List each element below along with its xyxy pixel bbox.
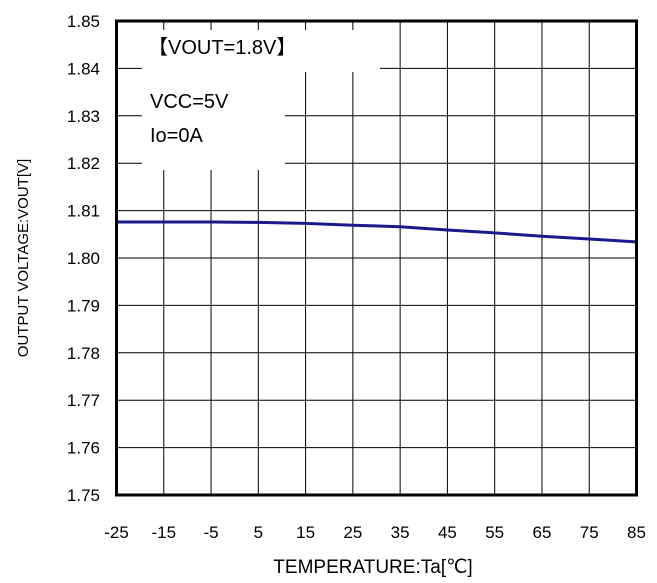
x-tick-labels: -25 -15 -5 5 15 25 35 45 55 65 75 85 xyxy=(104,523,646,542)
data-point xyxy=(162,220,165,224)
y-tick-label: 1.84 xyxy=(67,59,100,78)
data-point xyxy=(540,234,544,238)
annotation-label: 【VOUT=1.8V】 xyxy=(148,37,296,59)
y-tick-labels: 1.85 1.84 1.83 1.82 1.81 1.80 1.79 1.78 1.77 1.76… xyxy=(67,12,100,505)
x-tick-label: 85 xyxy=(627,523,646,542)
x-tick-label: 65 xyxy=(532,523,551,542)
x-tick-label: -5 xyxy=(203,523,218,542)
x-tick-label: -15 xyxy=(151,523,176,542)
x-axis-title: TEMPERATURE:Ta[℃] xyxy=(273,557,472,578)
series-line xyxy=(116,220,637,244)
data-point xyxy=(588,237,591,241)
x-tick-label: 5 xyxy=(254,523,263,542)
data-point xyxy=(398,225,402,228)
y-tick-label: 1.81 xyxy=(67,202,100,221)
x-tick-label: 55 xyxy=(485,523,504,542)
data-point xyxy=(351,224,355,227)
y-tick-label: 1.75 xyxy=(67,486,100,505)
plot-frame xyxy=(115,19,638,497)
y-tick-label: 1.83 xyxy=(67,107,100,126)
y-tick-label: 1.77 xyxy=(67,391,100,410)
annotation-box: 【VOUT=1.8V】 VCC=5V Io=0A xyxy=(142,30,380,170)
x-tick-label: -25 xyxy=(104,523,129,542)
annotation-label: Io=0A xyxy=(150,125,203,147)
x-tick-label: 35 xyxy=(391,523,410,542)
y-axis-title: OUTPUT VOLTAGE:VOUT[V] xyxy=(15,159,32,357)
annotation-background xyxy=(142,72,285,170)
y-tick-label: 1.76 xyxy=(67,439,100,458)
y-tick-label: 1.78 xyxy=(67,344,100,363)
data-point xyxy=(493,231,496,235)
data-point xyxy=(446,228,449,232)
x-tick-label: 25 xyxy=(343,523,362,542)
x-tick-label: 45 xyxy=(438,523,457,542)
x-tick-label: 75 xyxy=(580,523,599,542)
x-tick-label: 15 xyxy=(296,523,315,542)
y-tick-label: 1.80 xyxy=(67,249,100,268)
y-tick-label: 1.85 xyxy=(67,12,100,31)
data-point xyxy=(209,220,213,224)
y-tick-label: 1.82 xyxy=(67,154,100,173)
y-tick-label: 1.79 xyxy=(67,296,100,315)
annotation-label: VCC=5V xyxy=(150,91,229,113)
annotation-background xyxy=(142,30,380,72)
data-point xyxy=(257,221,260,224)
data-point xyxy=(304,222,307,225)
